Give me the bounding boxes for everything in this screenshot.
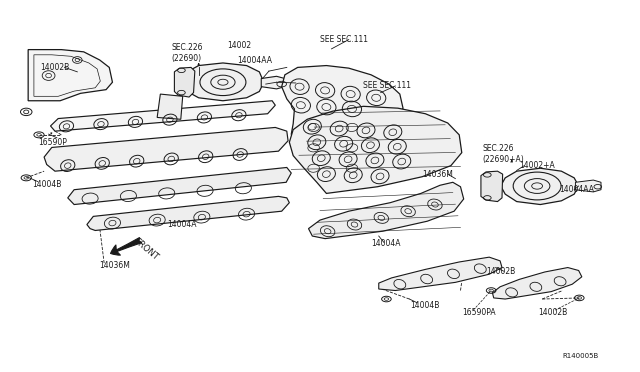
- Text: 14004B: 14004B: [33, 180, 62, 189]
- Text: (22690): (22690): [172, 54, 202, 62]
- Text: SEC.226: SEC.226: [172, 42, 204, 51]
- Text: 14004AA: 14004AA: [237, 56, 272, 65]
- Polygon shape: [282, 65, 403, 141]
- Text: 14002B: 14002B: [538, 308, 568, 317]
- Polygon shape: [289, 106, 462, 193]
- Polygon shape: [492, 267, 582, 299]
- Text: FRONT: FRONT: [132, 236, 159, 262]
- Text: 14002B: 14002B: [40, 63, 70, 72]
- Polygon shape: [157, 94, 182, 119]
- Polygon shape: [575, 180, 601, 192]
- Text: 14036M: 14036M: [100, 261, 131, 270]
- Polygon shape: [87, 196, 289, 231]
- Polygon shape: [68, 167, 291, 205]
- Text: 14004B: 14004B: [411, 301, 440, 310]
- Text: 16590PA: 16590PA: [462, 308, 495, 317]
- Polygon shape: [51, 101, 275, 131]
- Text: SEE SEC.111: SEE SEC.111: [364, 81, 412, 90]
- Text: 14002B: 14002B: [486, 267, 515, 276]
- Text: (22690+A): (22690+A): [483, 155, 525, 164]
- Text: R140005B: R140005B: [563, 353, 599, 359]
- Polygon shape: [182, 63, 264, 101]
- Polygon shape: [261, 76, 285, 89]
- Text: SEC.226: SEC.226: [483, 144, 515, 153]
- Polygon shape: [44, 128, 288, 171]
- Text: 14036M: 14036M: [422, 170, 453, 179]
- Polygon shape: [500, 168, 579, 205]
- Text: 14004A: 14004A: [371, 239, 401, 248]
- Text: 14004A: 14004A: [167, 221, 196, 230]
- Polygon shape: [379, 257, 502, 291]
- Text: 14002+A: 14002+A: [519, 161, 555, 170]
- Polygon shape: [174, 67, 195, 97]
- Text: 14004AA: 14004AA: [559, 185, 595, 194]
- Text: SEE SEC.111: SEE SEC.111: [320, 35, 368, 44]
- Polygon shape: [481, 171, 502, 202]
- Polygon shape: [308, 182, 464, 238]
- Text: 16590P: 16590P: [38, 138, 67, 147]
- Text: 14002: 14002: [227, 41, 252, 50]
- Polygon shape: [28, 49, 113, 101]
